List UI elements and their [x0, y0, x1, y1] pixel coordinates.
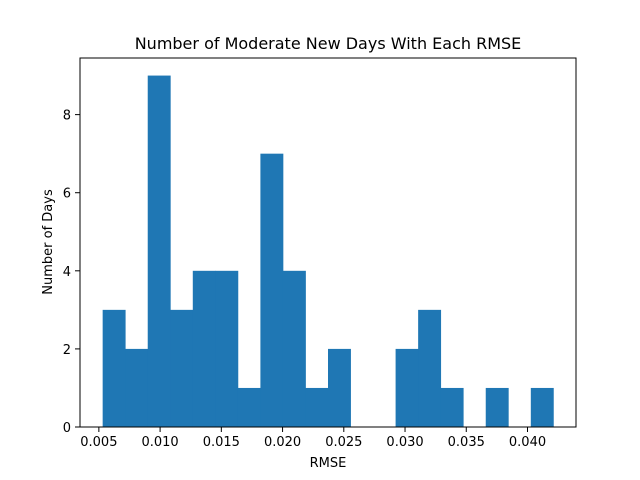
bars-group	[102, 75, 554, 428]
histogram-bar	[125, 348, 149, 427]
histogram-bar	[305, 387, 329, 427]
x-axis-ticks: 0.005 0.010 0.015 0.020 0.025 0.030 0.035 0.040	[80, 427, 546, 450]
histogram-bar	[170, 309, 194, 427]
histogram-bar	[260, 153, 284, 428]
y-axis-ticks: 0 2 4 6 8	[63, 109, 80, 436]
histogram-bar	[395, 348, 419, 427]
histogram-bar	[440, 387, 464, 427]
y-tick-label: 4	[63, 265, 71, 280]
y-tick-label: 2	[63, 343, 71, 358]
x-tick-label: 0.030	[386, 435, 423, 450]
histogram-bar	[328, 348, 351, 427]
x-tick-label: 0.025	[325, 435, 362, 450]
y-tick-label: 0	[63, 421, 71, 436]
x-tick-label: 0.040	[509, 435, 546, 450]
x-tick-label: 0.015	[203, 435, 240, 450]
histogram-bar	[102, 309, 126, 427]
histogram-bar	[282, 270, 306, 427]
x-tick-label: 0.005	[80, 435, 117, 450]
histogram-bar	[147, 75, 171, 427]
y-tick-label: 8	[63, 109, 71, 124]
histogram-bar	[530, 387, 554, 427]
x-tick-label: 0.035	[448, 435, 485, 450]
histogram-bar	[418, 309, 442, 427]
x-axis-label: RMSE	[310, 456, 347, 471]
x-tick-label: 0.020	[264, 435, 301, 450]
y-tick-label: 6	[63, 187, 71, 202]
histogram-bar	[237, 387, 261, 427]
histogram-bar	[215, 270, 239, 427]
chart-title: Number of Moderate New Days With Each RM…	[135, 34, 522, 53]
histogram-bar	[485, 387, 509, 427]
y-axis-label: Number of Days	[41, 189, 56, 295]
plot-frame	[79, 57, 577, 428]
x-tick-label: 0.010	[141, 435, 178, 450]
histogram-bar	[192, 270, 216, 427]
